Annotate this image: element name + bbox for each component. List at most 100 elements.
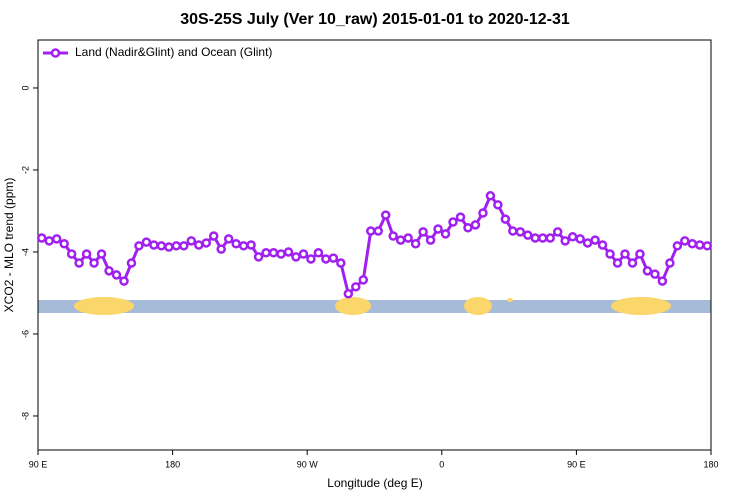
land-band [464, 297, 492, 315]
data-point [567, 232, 578, 242]
data-point [261, 248, 271, 258]
data-point [545, 233, 555, 243]
data-point [642, 266, 653, 276]
data-point [485, 191, 496, 201]
data-point [448, 217, 458, 227]
data-point [283, 247, 294, 257]
data-point [358, 275, 369, 285]
land-band [74, 297, 134, 315]
data-point [440, 229, 451, 239]
data-point [223, 234, 234, 244]
data-point [575, 234, 585, 244]
y-tick-label: 0 [20, 85, 30, 90]
x-tick-label: 90 E [567, 459, 586, 469]
data-point [201, 238, 211, 248]
data-point [328, 253, 339, 263]
data-point [650, 269, 660, 279]
data-point [253, 252, 264, 262]
data-point [231, 239, 241, 249]
x-tick-label: 90 W [297, 459, 319, 469]
legend-label: Land (Nadir&Glint) and Ocean (Glint) [75, 45, 272, 59]
data-point [179, 241, 189, 251]
data-point [627, 258, 638, 268]
data-point [508, 226, 518, 236]
data-point [635, 249, 645, 259]
y-tick-label: -6 [20, 330, 30, 338]
data-point [680, 236, 690, 246]
y-tick-label: -4 [20, 248, 30, 256]
data-point [164, 242, 174, 252]
x-tick-label: 180 [165, 459, 180, 469]
data-point [380, 210, 391, 220]
data-point [134, 241, 144, 251]
data-point [268, 248, 279, 258]
data-point [538, 233, 548, 243]
data-point [96, 249, 107, 259]
data-point [470, 220, 481, 230]
x-tick-label: 180 [703, 459, 718, 469]
data-point [523, 230, 533, 240]
data-point [612, 258, 623, 268]
data-point [410, 239, 421, 249]
data-point [582, 238, 593, 248]
data-point [455, 212, 466, 222]
data-point [478, 208, 488, 218]
land-band [507, 298, 513, 302]
data-point [463, 223, 473, 233]
data-point [194, 240, 204, 250]
data-point [216, 244, 226, 254]
data-point [695, 240, 705, 250]
data-point [44, 236, 54, 246]
data-point [81, 249, 92, 259]
data-point [66, 249, 77, 259]
ocean-band [38, 300, 711, 313]
data-point [36, 233, 47, 243]
data-point [373, 226, 383, 236]
land-band [335, 297, 371, 315]
y-tick-label: -8 [20, 412, 30, 420]
data-point [171, 241, 182, 251]
data-point [298, 249, 309, 259]
data-point [597, 240, 608, 250]
legend-marker [50, 48, 61, 58]
land-ocean-band [38, 297, 711, 315]
data-point [366, 226, 376, 236]
data-point [500, 214, 511, 224]
data-point [388, 231, 398, 241]
data-point [156, 241, 167, 251]
y-tick-label: -2 [20, 166, 30, 174]
data-point [351, 282, 361, 292]
y-axis-label: XCO2 - MLO trend (ppm) [2, 178, 16, 313]
data-point [590, 235, 600, 245]
data-point [672, 241, 683, 251]
data-point [321, 254, 331, 264]
data-point [493, 200, 503, 210]
data-point [433, 224, 443, 234]
data-point [104, 266, 114, 276]
data-point [276, 249, 286, 259]
data-point [111, 270, 122, 280]
data-point [51, 234, 62, 244]
data-point [605, 249, 615, 259]
data-point [515, 227, 526, 237]
data-point [238, 241, 249, 251]
data-point [119, 276, 129, 286]
x-tick-label: 90 E [29, 459, 48, 469]
data-point [59, 239, 69, 249]
data-point [246, 240, 256, 250]
data-point [403, 233, 413, 243]
data-point [620, 249, 630, 259]
data-point [418, 227, 428, 237]
data-point [395, 235, 406, 245]
data-point [702, 241, 713, 251]
data-point [141, 237, 152, 247]
land-band [611, 297, 671, 315]
data-point [149, 240, 159, 250]
data-point [186, 236, 197, 246]
data-point [336, 258, 346, 268]
data-point [343, 289, 354, 299]
data-point [313, 248, 324, 258]
data-point [687, 239, 698, 249]
x-axis-label: Longitude (deg E) [327, 476, 422, 490]
